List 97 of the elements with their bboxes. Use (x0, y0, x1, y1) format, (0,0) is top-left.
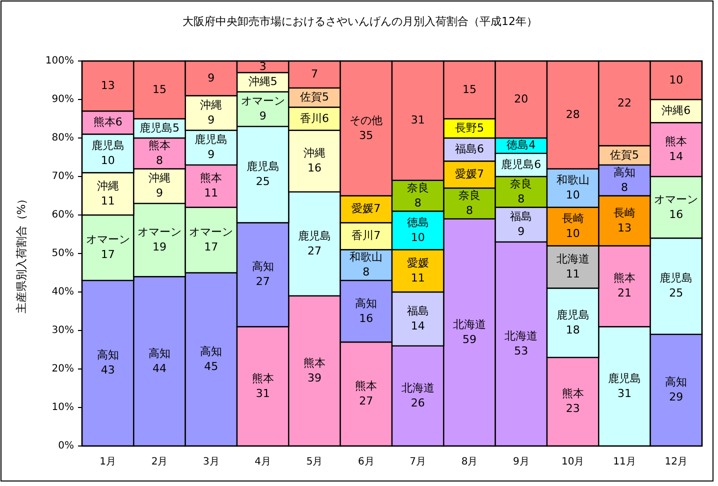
y-tick-label: 60% (52, 210, 74, 221)
data-label: 鹿児島 25 (660, 272, 693, 300)
data-label: その他 35 (350, 114, 383, 142)
x-tick-label: 10月 (561, 456, 584, 468)
data-label: 高知 45 (200, 344, 222, 373)
y-tick-label: 70% (52, 171, 74, 182)
data-label: 高知 43 (96, 348, 119, 377)
x-tick-label: 3月 (202, 456, 220, 468)
data-label: 31 (410, 114, 425, 127)
data-label: 熊本 23 (562, 387, 584, 416)
data-label: 沖縄 9 (200, 98, 222, 126)
y-tick-label: 100% (45, 56, 74, 67)
data-label: 鹿児島 27 (298, 229, 331, 258)
data-label: 愛媛7 (455, 168, 484, 181)
data-label: 熊本 21 (614, 272, 636, 300)
data-label: 9 (208, 71, 215, 84)
x-tick-label: 12月 (664, 456, 688, 468)
data-label: 徳島4 (506, 138, 536, 152)
data-label: 高知 27 (252, 260, 274, 288)
data-label: 奈良 8 (510, 177, 532, 206)
data-label: オマーン 17 (86, 233, 130, 262)
y-tick-label: 20% (52, 364, 74, 375)
data-label: 沖縄 9 (148, 172, 170, 200)
data-label: 20 (514, 92, 528, 106)
data-label: 高知 29 (665, 376, 688, 404)
x-tick-label: 1月 (100, 456, 116, 468)
data-label: 鹿児島5 (140, 121, 180, 134)
data-label: 鹿児島 25 (246, 160, 280, 188)
data-label: 熊本 11 (200, 172, 222, 200)
data-label: 和歌山 10 (556, 174, 590, 202)
data-label: 長崎 13 (614, 206, 636, 234)
y-tick-label: 0% (58, 440, 74, 452)
y-tick-label: 40% (52, 286, 74, 298)
data-label: 熊本 39 (304, 356, 326, 384)
data-label: 北海道 59 (453, 318, 486, 346)
data-label: 徳島 10 (406, 216, 429, 244)
y-tick-label: 80% (52, 132, 74, 144)
y-tick-label: 30% (52, 325, 74, 336)
data-label: 熊本 27 (355, 380, 378, 408)
x-tick-label: 9月 (512, 456, 530, 468)
data-label: 北海道 11 (556, 252, 590, 280)
x-tick-label: 11月 (613, 456, 636, 468)
data-label: 北海道 53 (504, 329, 538, 358)
y-tick-label: 50% (52, 248, 74, 260)
data-label: 鹿児島 18 (556, 308, 590, 336)
data-label: 奈良 8 (458, 188, 480, 217)
x-tick-label: 2月 (151, 456, 168, 468)
y-tick-label: 10% (52, 402, 74, 414)
data-label: 熊本 31 (252, 372, 274, 400)
data-label: 沖縄6 (662, 104, 691, 118)
chart-title: 大阪府中央卸売市場におけるさやいんげんの月別入荷割合（平成12年） (182, 15, 538, 28)
data-label: 15 (152, 82, 166, 96)
data-label: 香川7 (352, 229, 381, 242)
data-label: 愛媛7 (352, 202, 381, 216)
data-label: 7 (311, 67, 318, 80)
data-label: 鹿児島 31 (608, 372, 641, 400)
data-label: 熊本 14 (665, 135, 688, 164)
data-label: 奈良 8 (406, 181, 429, 210)
data-label: オマーン 19 (138, 226, 182, 254)
x-tick-label: 6月 (358, 456, 374, 468)
x-tick-label: 7月 (410, 456, 426, 468)
data-label: 熊本6 (93, 116, 122, 129)
data-label: 高知 16 (355, 296, 378, 325)
data-label: 福島 14 (406, 304, 429, 332)
data-label: 鹿児島6 (501, 158, 542, 171)
data-label: 佐賀5 (610, 148, 639, 162)
data-label: 鹿児島 9 (194, 133, 228, 162)
y-tick-label: 90% (52, 94, 74, 106)
data-label: 福島 9 (510, 210, 532, 238)
data-label: 熊本 8 (148, 138, 170, 167)
data-label: 福島6 (455, 142, 484, 156)
data-label: 高知 44 (148, 346, 170, 375)
data-label: 28 (566, 108, 580, 121)
data-label: 3 (259, 60, 266, 73)
x-tick-label: 4月 (254, 456, 272, 468)
data-label: 鹿児島 10 (91, 138, 124, 167)
data-label: 22 (618, 96, 632, 110)
data-label: 15 (462, 82, 476, 96)
data-label: 長崎 10 (562, 212, 584, 240)
data-label: 10 (669, 73, 684, 86)
data-label: 長野5 (455, 121, 484, 134)
x-tick-label: 5月 (306, 456, 323, 468)
data-label: 愛媛 11 (406, 256, 429, 284)
data-label: オマーン 17 (189, 226, 234, 254)
data-label: 沖縄 16 (304, 146, 326, 175)
data-label: 沖縄5 (248, 75, 278, 88)
y-axis-title: 主産県別入荷割合（%） (15, 193, 28, 314)
data-label: 佐賀5 (300, 90, 329, 104)
data-label: オマーン 16 (654, 192, 698, 221)
data-label: オマーン 9 (240, 94, 285, 123)
data-label: 高知 8 (614, 166, 636, 194)
data-label: 北海道 26 (401, 381, 434, 410)
data-label: 香川6 (300, 112, 329, 125)
data-label: 和歌山 8 (350, 250, 383, 279)
data-label: 13 (100, 79, 115, 92)
x-tick-label: 8月 (461, 456, 478, 468)
data-label: 沖縄 11 (96, 179, 119, 208)
